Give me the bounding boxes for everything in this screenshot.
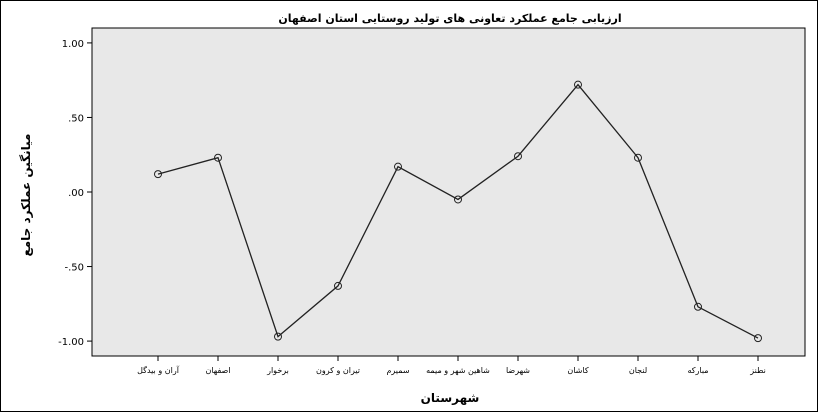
x-tick-label: لنجان	[629, 366, 647, 375]
series-markers	[154, 80, 762, 343]
chart-title: ارزیابی جامع عملکرد تعاونی های تولید روس…	[278, 12, 621, 25]
y-axis: 1.00 .50 .00 -.50 -1.00	[58, 39, 92, 348]
data-point	[274, 332, 282, 341]
data-point	[154, 170, 162, 179]
y-tick-label: -1.00	[58, 337, 84, 348]
y-tick-label: .00	[68, 188, 84, 199]
x-tick-label: کاشان	[567, 366, 588, 375]
y-tick-label: -.50	[64, 263, 84, 274]
x-axis-title: شهرستان	[421, 391, 480, 405]
y-axis-title: میانگین عملکرد جامع	[19, 134, 33, 257]
x-axis: آران و بیدگل اصفهان برخوار تیران و کرون سمیر…	[137, 356, 766, 375]
x-tick-label: سمیرم	[386, 366, 409, 375]
data-point	[574, 80, 582, 89]
x-tick-label: آران و بیدگل	[137, 365, 180, 375]
data-point	[454, 195, 462, 204]
y-tick-label: 1.00	[62, 39, 84, 50]
y-tick-label: .50	[68, 113, 84, 124]
plot-area	[91, 27, 806, 357]
x-tick-label: تیران و کرون	[316, 366, 360, 375]
data-point	[214, 153, 222, 162]
data-point	[694, 302, 702, 311]
data-point	[754, 334, 762, 343]
series-line	[157, 83, 759, 339]
x-tick-label: شاهین شهر و میمه	[426, 366, 490, 375]
data-point	[514, 152, 522, 161]
x-tick-label: برخوار	[266, 366, 289, 375]
data-point	[394, 162, 402, 171]
x-tick-label: شهرضا	[506, 366, 530, 375]
x-tick-label: مبارکه	[687, 366, 708, 375]
data-point	[334, 281, 342, 290]
x-tick-label: اصفهان	[205, 366, 230, 375]
data-point	[634, 153, 642, 162]
x-tick-label: نطنز	[749, 366, 766, 375]
